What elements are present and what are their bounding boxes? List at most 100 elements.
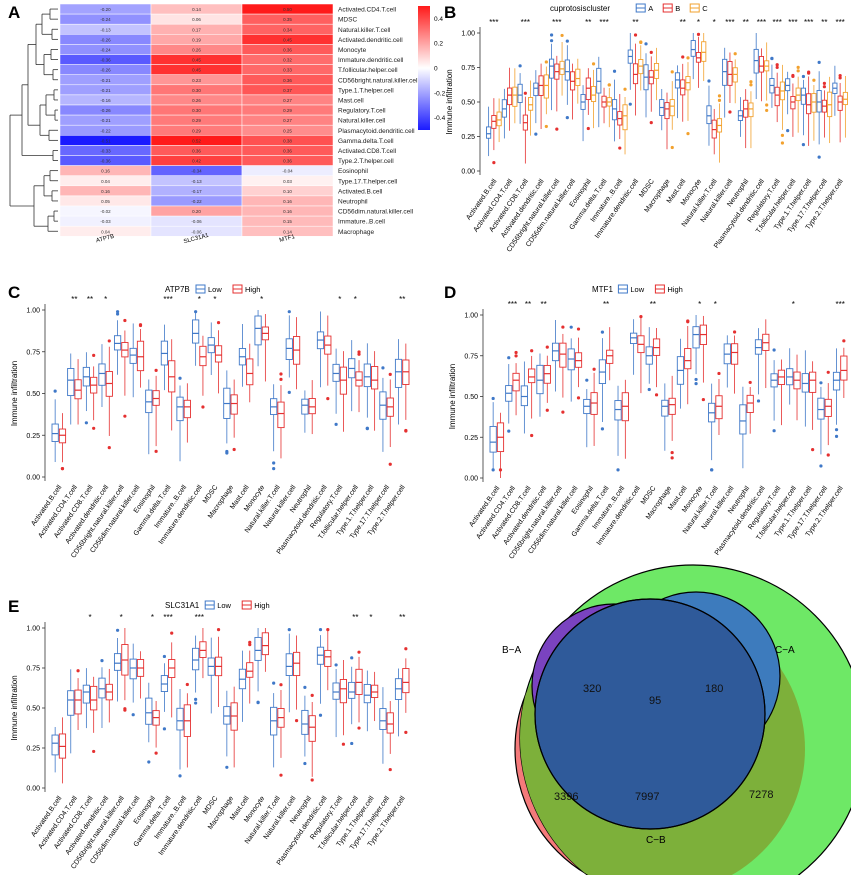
box-outlier [92,426,96,430]
box-outlier [670,456,674,460]
box-body [308,398,316,415]
box-outlier [279,683,283,687]
y-tick-label: 0.25 [464,435,478,442]
heat-cell-label: -0.36 [100,58,111,63]
venn-set-label: C−B [646,835,666,846]
box-outlier [357,350,361,354]
box-body [223,706,231,725]
box-body [129,658,137,680]
box-outlier [194,701,198,705]
box-outlier [819,381,823,385]
y-tick-label: 0.50 [26,706,40,713]
significance-mark: ** [399,295,405,304]
box-body [559,60,565,75]
heat-cell-label: 0.30 [192,88,201,93]
box-outlier [826,370,830,374]
box-body [386,712,394,734]
significance-mark: * [354,295,357,304]
venn-region-count: 7278 [749,789,773,801]
heat-cell-label: -0.04 [282,169,293,174]
venn-set-label: B−A [502,645,522,656]
heat-cell-label: 0.52 [192,138,201,143]
significance-mark: ** [680,18,686,27]
box-body [507,87,513,106]
box-outlier [817,60,821,64]
box-body [564,59,570,81]
significance-mark: * [104,295,107,304]
box-outlier [154,449,158,453]
heat-cell-label: -0.20 [100,7,111,12]
heat-row-label: Neutrophil [338,198,368,205]
colorbar [418,6,430,130]
heat-cell-label: 0.38 [283,138,292,143]
box-body [800,87,806,105]
box-body [199,345,207,367]
box-body [402,668,410,694]
significance-mark: *** [599,18,608,27]
significance-mark: *** [552,18,561,27]
venn-region-count: 7997 [635,791,659,803]
box-outlier [772,348,776,352]
significance-mark: ** [821,18,827,27]
heat-cell-label: 0.06 [192,17,201,22]
heat-cell-label: 0.32 [283,58,292,63]
heat-cell-label: -0.06 [191,229,202,234]
legend-label: Low [208,285,222,294]
heat-cell-label: 0.36 [283,78,292,83]
box-body [192,647,200,671]
heat-cell [241,225,334,237]
box-body [98,363,106,386]
box-outlier [756,399,761,403]
panel-b-boxplot: 0.00 0.25 0.50 0.75 1.00 Immune infiltration c… [445,3,848,254]
heat-cell-label: -0.13 [100,27,111,32]
box-body [746,394,754,413]
box-body [82,684,90,704]
heat-cell-label: 0.16 [101,169,110,174]
box-outlier [287,628,291,632]
box-body [664,102,670,120]
box-body [632,63,639,85]
heat-row-label: MDSC [338,17,357,24]
box-body [816,90,822,113]
box-body [661,399,669,417]
box-outlier [576,327,581,331]
box-outlier [115,628,120,632]
box-body [98,677,106,699]
box-body [824,398,832,417]
heat-cell-label: -0.26 [100,37,111,42]
box-body [596,67,602,94]
legend-label: C [702,4,708,13]
heat-cell-label: 0.37 [283,88,292,93]
box-outlier [838,76,842,80]
box-body [811,93,817,113]
box-outlier [303,685,307,689]
heat-cell-label: 0.20 [192,209,201,214]
box-body [684,348,692,370]
box-outlier [623,87,627,91]
box-body [653,63,660,79]
venn-set-label: C−A [775,645,795,656]
box-outlier [185,682,189,687]
box-outlier [569,325,573,329]
box-outlier [147,760,151,764]
box-outlier [838,74,842,78]
box-body [690,40,696,57]
heat-cell-label: -0.17 [191,189,202,194]
colorbar-tick-label: -0.4 [434,115,446,122]
heat-cell-label: 0.04 [101,179,110,184]
box-outlier [388,767,392,772]
significance-mark: *** [836,300,845,309]
heat-cell-label: 0.10 [283,189,292,194]
box-outlier [842,339,846,343]
box-outlier [534,132,538,136]
heat-cell-label: 0.36 [283,47,292,52]
box-outlier [357,650,361,654]
box-outlier [84,421,88,425]
box-body [254,636,262,661]
heat-cell-label: 0.26 [192,47,201,52]
box-outlier [826,453,830,457]
significance-mark: ** [399,613,405,622]
box-body [680,79,686,96]
y-axis-title: Immune infiltration [445,69,454,134]
y-tick-label: 0.75 [26,349,40,356]
